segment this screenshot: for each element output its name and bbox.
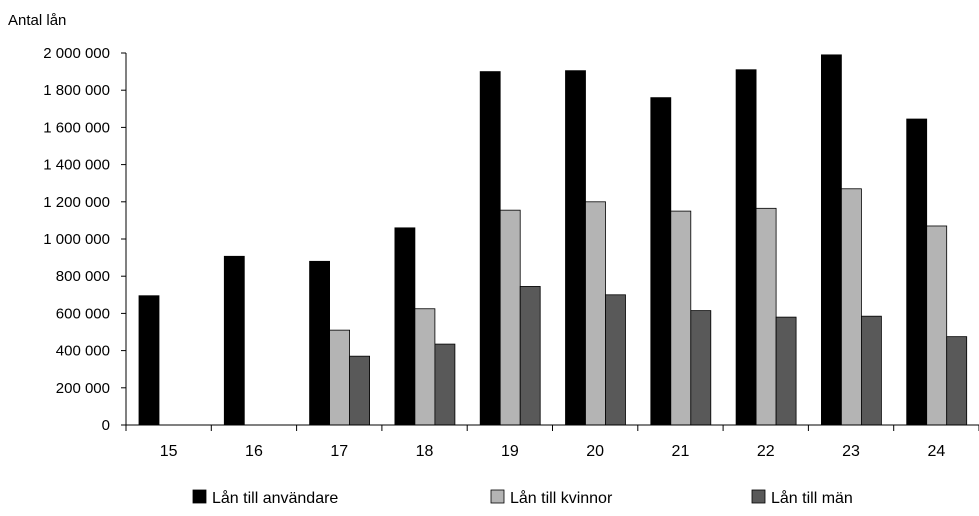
bar-22-series-3 <box>775 316 797 426</box>
bar-18-series-3 <box>434 343 456 426</box>
y-tick-label: 1 600 000 <box>43 119 110 136</box>
x-tick-label: 17 <box>330 443 348 460</box>
bar-16-series-1 <box>223 255 245 426</box>
bar-21-series-1 <box>650 97 672 426</box>
bar-24-series-1 <box>906 118 928 426</box>
bar-18-series-2 <box>414 308 436 426</box>
x-tick-label: 18 <box>416 443 434 460</box>
bar-23-series-2 <box>841 188 862 426</box>
x-tick-label: 23 <box>842 443 860 460</box>
legend-swatch-series-1 <box>192 489 207 504</box>
y-tick-label: 600 000 <box>56 305 110 322</box>
legend: Lån till användare Lån till kvinnor Lån ti… <box>192 489 853 507</box>
legend-swatch-series-3 <box>751 489 766 504</box>
y-axis-label: Antal lån <box>8 12 66 29</box>
legend-swatch-series-2 <box>490 489 505 504</box>
bar-17-series-2 <box>329 329 351 426</box>
bar-23-series-3 <box>861 315 882 426</box>
x-tick-label: 16 <box>245 443 263 460</box>
y-tick-label: 2 000 000 <box>43 45 110 62</box>
bar-21-series-3 <box>690 310 712 426</box>
y-tick-label: 1 400 000 <box>43 157 110 174</box>
y-tick-label: 1 200 000 <box>43 194 110 211</box>
y-tick-label: 200 000 <box>56 380 110 397</box>
legend-label-series-3: Lån till män <box>771 489 853 507</box>
y-tick-label: 800 000 <box>56 268 110 285</box>
bar-24-series-3 <box>946 336 968 426</box>
y-tick-label: 1 800 000 <box>43 82 110 99</box>
legend-label-series-2: Lån till kvinnor <box>510 489 613 507</box>
bar-17-series-3 <box>349 355 371 426</box>
bar-20-series-2 <box>585 201 606 426</box>
x-tick-label: 15 <box>160 443 178 460</box>
bar-22-series-1 <box>735 69 757 426</box>
x-tick-label: 24 <box>927 443 945 460</box>
bar-21-series-2 <box>670 210 692 426</box>
bar-20-series-1 <box>565 70 586 426</box>
bars <box>138 54 968 426</box>
y-axis-ticks: 0 200 000 400 000 600 000 800 000 1 000 000 1 … <box>43 45 126 434</box>
bar-17-series-1 <box>309 260 331 426</box>
legend-label-series-1: Lån till användare <box>212 489 338 507</box>
x-axis-ticks: 15 16 17 18 19 20 21 22 23 24 <box>125 425 979 460</box>
x-tick-label: 22 <box>757 443 775 460</box>
y-tick-label: 1 000 000 <box>43 231 110 248</box>
x-tick-label: 21 <box>672 443 690 460</box>
bar-19-series-2 <box>499 209 521 426</box>
bar-19-series-1 <box>479 71 501 426</box>
bar-24-series-2 <box>926 225 948 426</box>
bar-19-series-3 <box>519 286 541 426</box>
y-tick-label: 400 000 <box>56 343 110 360</box>
bar-18-series-1 <box>394 227 416 426</box>
bar-23-series-1 <box>821 54 842 426</box>
bar-15-series-1 <box>138 295 160 426</box>
bar-20-series-3 <box>605 294 626 426</box>
y-tick-label: 0 <box>102 417 110 434</box>
bar-22-series-2 <box>755 207 777 426</box>
x-tick-label: 19 <box>501 443 519 460</box>
x-tick-label: 20 <box>586 443 604 460</box>
